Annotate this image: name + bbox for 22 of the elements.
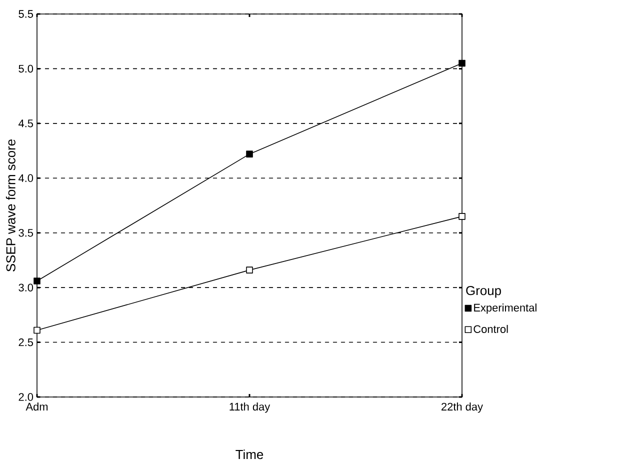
y-tick-label: 3.0 — [18, 284, 34, 292]
y-tick-label: 2.5 — [18, 338, 34, 346]
point — [246, 150, 253, 158]
point — [34, 278, 40, 284]
point — [458, 60, 466, 67]
y-axis-title: SSEP wave form score — [6, 140, 16, 272]
x-tick-label: 11th day — [230, 402, 270, 413]
legend-label: Control — [474, 324, 508, 333]
y-tick-label: 5.5 — [18, 10, 34, 18]
y-tick-label: 3.5 — [18, 228, 34, 237]
x-axis-title: Time — [236, 450, 264, 460]
point — [458, 213, 466, 220]
y-tick-label: 2.0 — [18, 393, 34, 401]
point — [34, 326, 40, 334]
point — [246, 266, 253, 274]
y-tick-label: 5.0 — [18, 64, 34, 73]
y-tick-label: 4.5 — [18, 120, 34, 128]
x-tick-label: Adm — [26, 402, 48, 411]
legend-label: Experimental — [474, 304, 536, 314]
x-tick-label: 22th day — [442, 402, 483, 413]
y-tick-label: 4.0 — [18, 174, 34, 182]
legend-title: Group — [466, 286, 501, 298]
